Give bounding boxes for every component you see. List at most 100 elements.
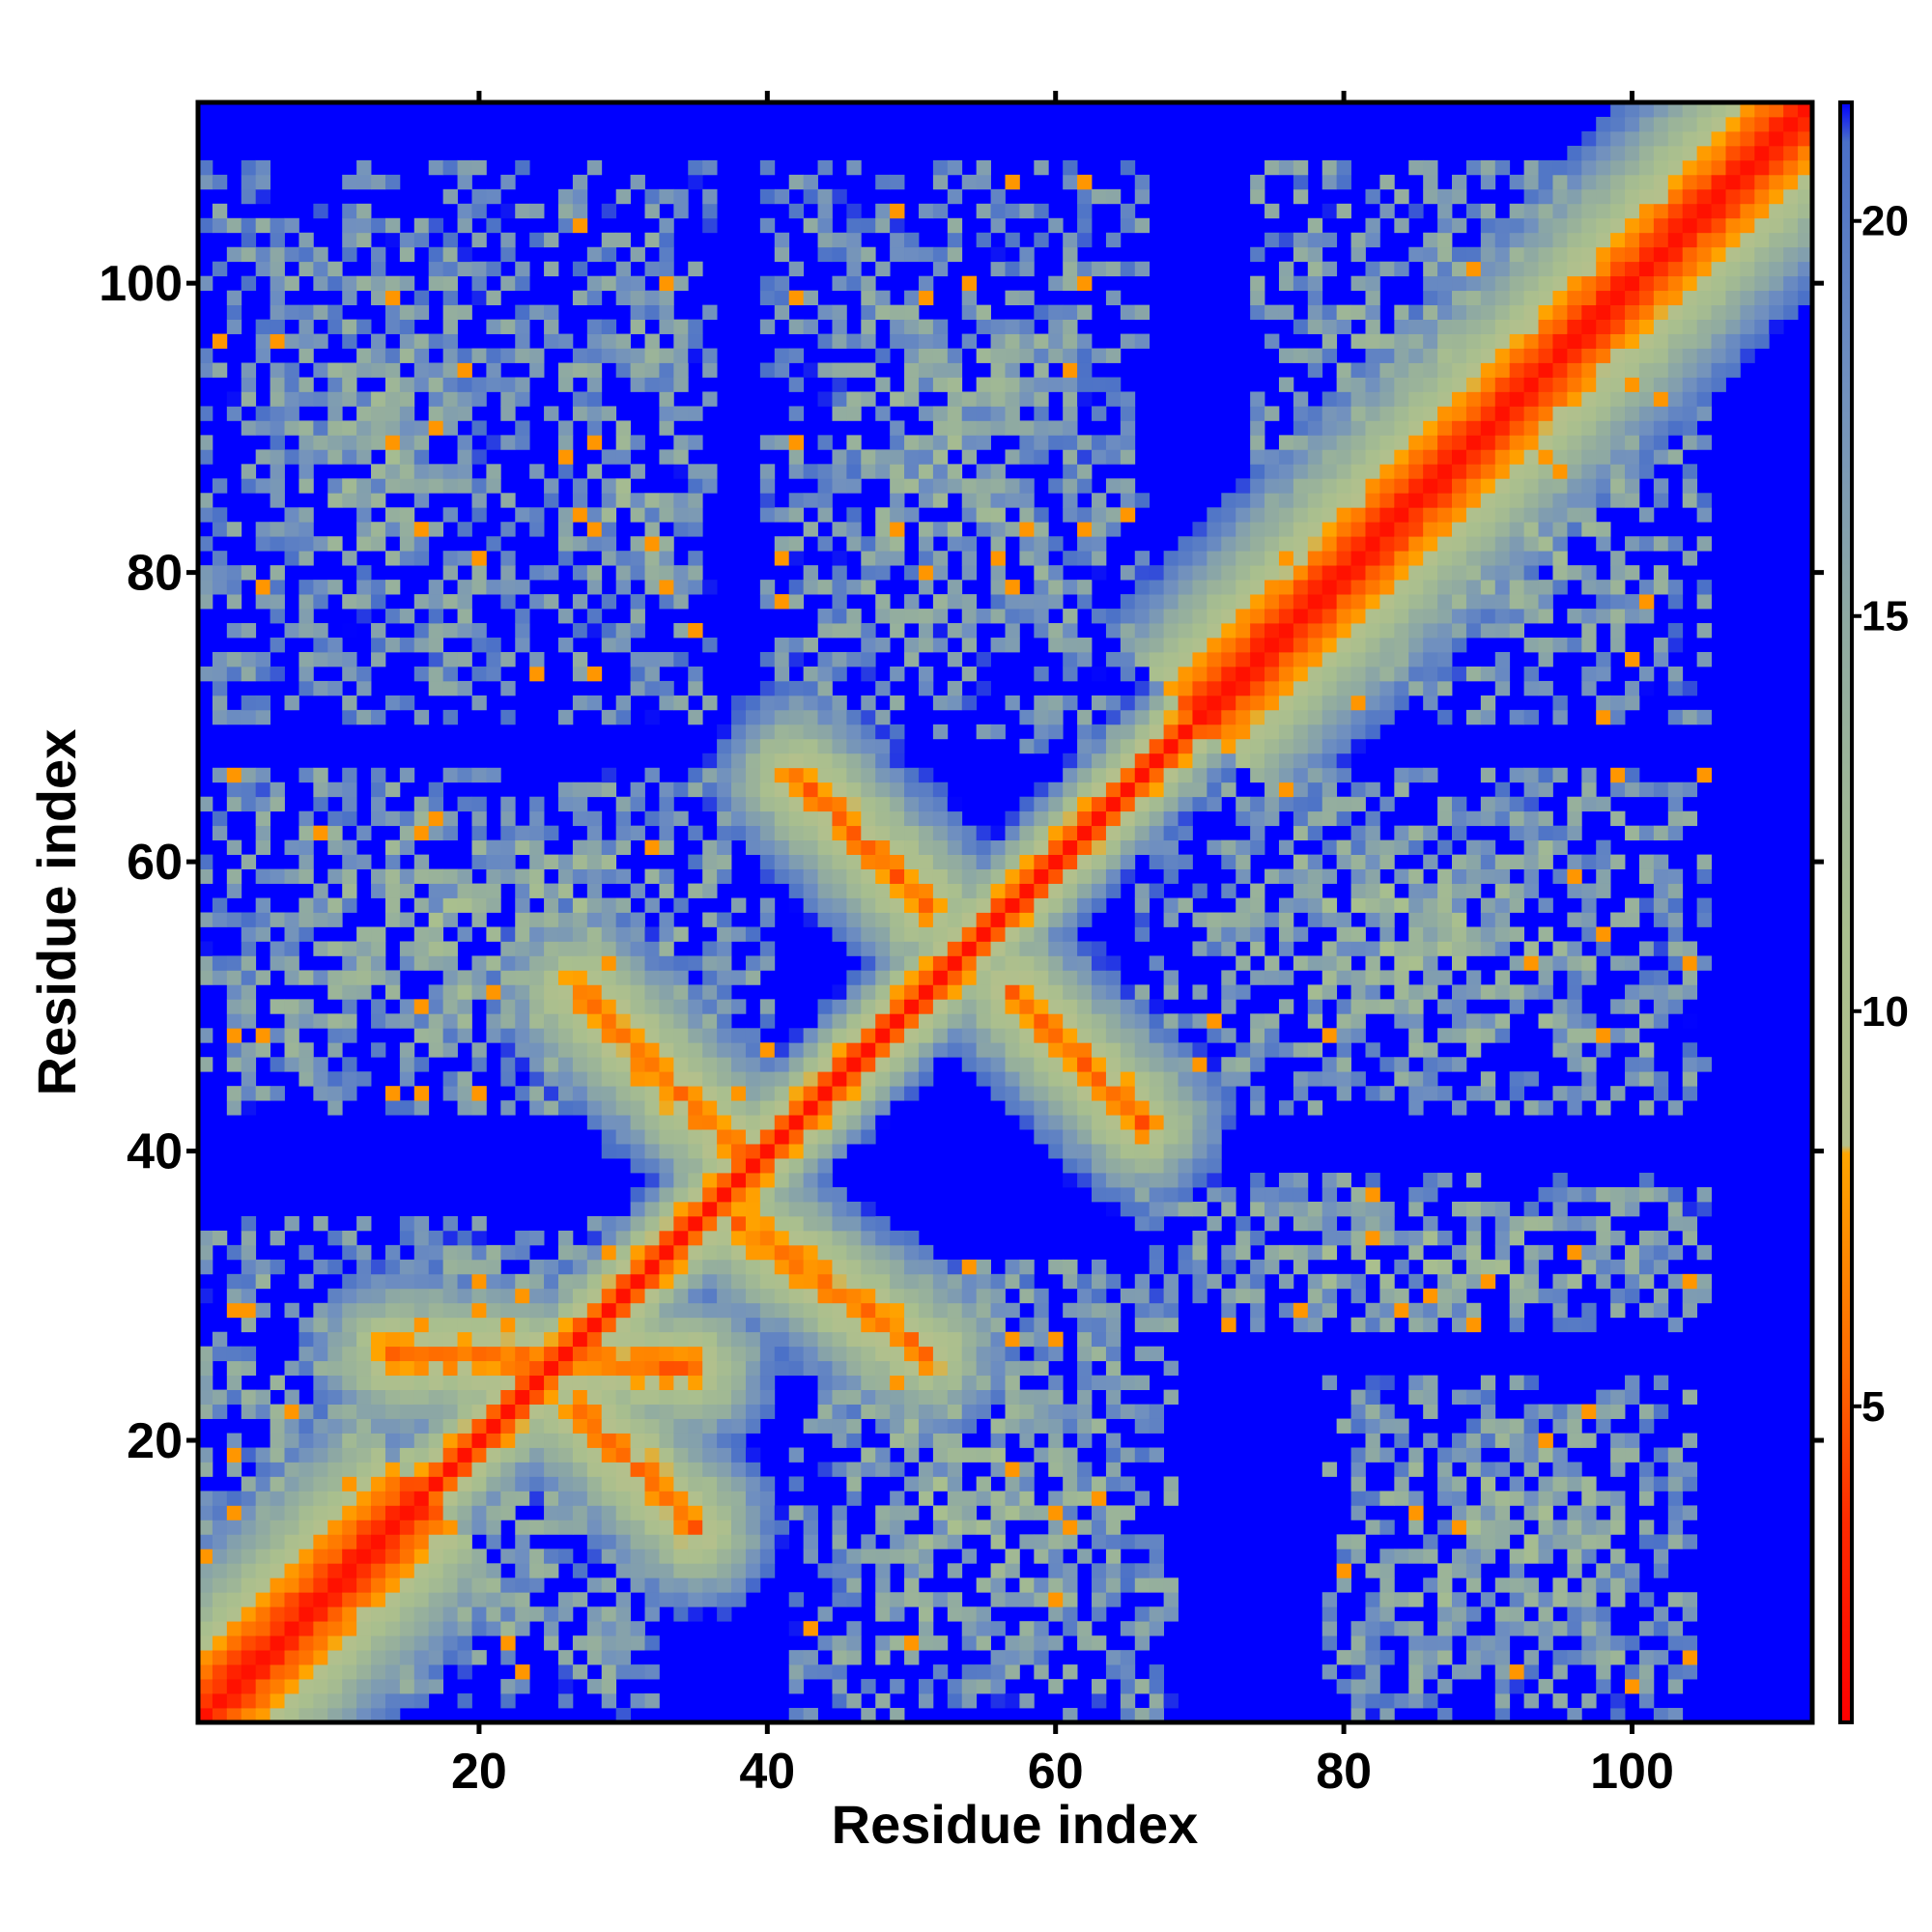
heatmap-cell xyxy=(298,507,314,523)
heatmap-cell xyxy=(875,174,891,190)
heatmap-cell xyxy=(557,1679,574,1694)
heatmap-cell xyxy=(241,1476,257,1492)
heatmap-cell xyxy=(731,999,747,1014)
heatmap-cell xyxy=(371,1563,386,1578)
heatmap-cell xyxy=(1149,955,1165,971)
heatmap-cell xyxy=(932,912,949,927)
heatmap-cell xyxy=(442,868,458,884)
heatmap-cell xyxy=(774,290,790,306)
heatmap-cell xyxy=(1005,1650,1020,1665)
heatmap-cell xyxy=(500,1693,516,1709)
heatmap-cell xyxy=(557,551,574,566)
heatmap-cell xyxy=(1063,1028,1078,1043)
heatmap-cell xyxy=(630,941,645,956)
heatmap-cell xyxy=(1092,984,1107,1000)
heatmap-cell xyxy=(399,333,415,349)
heatmap-cell xyxy=(803,1186,818,1203)
heatmap-cell xyxy=(413,464,430,479)
heatmap-cell xyxy=(918,868,934,884)
heatmap-cell xyxy=(717,1244,732,1261)
heatmap-cell xyxy=(774,1505,790,1520)
heatmap-cell xyxy=(342,767,357,783)
heatmap-cell xyxy=(313,883,328,898)
heatmap-cell xyxy=(442,290,458,306)
heatmap-cell xyxy=(759,1346,776,1362)
heatmap-cell xyxy=(918,609,934,624)
heatmap-cell xyxy=(861,1115,876,1130)
heatmap-cell xyxy=(890,536,905,552)
heatmap-cell xyxy=(270,304,285,320)
heatmap-cell xyxy=(1264,609,1280,624)
heatmap-cell xyxy=(1134,1404,1151,1419)
heatmap-cell xyxy=(875,377,891,392)
heatmap-cell xyxy=(1163,1592,1179,1607)
heatmap-cell xyxy=(774,275,790,292)
heatmap-cell xyxy=(586,420,603,436)
heatmap-cell xyxy=(1077,984,1093,1000)
heatmap-cell xyxy=(241,275,257,292)
heatmap-cell xyxy=(630,246,645,263)
heatmap-cell xyxy=(659,941,674,956)
heatmap-cell xyxy=(1149,1548,1165,1564)
heatmap-cell xyxy=(586,1389,603,1405)
heatmap-cell xyxy=(327,1028,343,1043)
heatmap-cell xyxy=(399,1057,415,1072)
heatmap-cell xyxy=(413,1476,430,1492)
heatmap-cell xyxy=(1307,854,1323,869)
heatmap-cell xyxy=(557,854,574,869)
heatmap-cell xyxy=(1163,1129,1179,1145)
heatmap-cell xyxy=(198,1592,213,1607)
heatmap-cell xyxy=(1278,623,1294,639)
heatmap-cell xyxy=(1019,1057,1035,1072)
heatmap-cell xyxy=(774,724,790,740)
heatmap-cell xyxy=(774,666,790,682)
heatmap-cell xyxy=(846,1273,862,1290)
heatmap-cell xyxy=(774,594,790,610)
heatmap-cell xyxy=(428,1635,444,1651)
heatmap-cell xyxy=(961,435,978,450)
heatmap-cell xyxy=(601,854,617,869)
heatmap-cell xyxy=(1264,912,1280,927)
heatmap-cell xyxy=(298,348,314,363)
heatmap-cell xyxy=(932,174,949,190)
heatmap-cell xyxy=(1149,680,1165,696)
heatmap-cell xyxy=(1207,912,1222,927)
heatmap-cell xyxy=(904,1259,920,1275)
heatmap-cell xyxy=(529,912,545,927)
heatmap-cell xyxy=(1250,810,1265,827)
heatmap-cell xyxy=(428,1013,444,1029)
heatmap-cell xyxy=(702,1317,718,1333)
heatmap-cell xyxy=(1092,188,1107,205)
heatmap-cell xyxy=(1019,1288,1035,1304)
heatmap-cell xyxy=(961,1621,978,1636)
heatmap-cell xyxy=(817,1606,833,1622)
heatmap-cell xyxy=(644,999,660,1014)
heatmap-cell xyxy=(1105,507,1122,523)
heatmap-cell xyxy=(515,1592,530,1607)
heatmap-cell xyxy=(1236,868,1251,884)
heatmap-cell xyxy=(861,1013,876,1029)
heatmap-cell xyxy=(413,638,430,653)
heatmap-cell xyxy=(356,159,372,176)
heatmap-cell xyxy=(1293,955,1309,971)
heatmap-cell xyxy=(1063,333,1078,349)
heatmap-cell xyxy=(601,319,617,334)
heatmap-cell xyxy=(226,1100,242,1116)
heatmap-cell xyxy=(1207,1215,1222,1232)
heatmap-cell xyxy=(1019,551,1035,566)
heatmap-cell xyxy=(384,377,401,392)
heatmap-cell xyxy=(659,781,674,798)
heatmap-cell xyxy=(557,1606,574,1622)
heatmap-cell xyxy=(471,1057,487,1072)
heatmap-cell xyxy=(486,638,501,653)
heatmap-cell xyxy=(413,1447,430,1463)
heatmap-cell xyxy=(1105,1650,1122,1665)
heatmap-cell xyxy=(1307,275,1323,292)
heatmap-cell xyxy=(615,1288,631,1304)
heatmap-cell xyxy=(803,1259,818,1275)
heatmap-cell xyxy=(529,348,545,363)
heatmap-cell xyxy=(1092,1186,1107,1203)
heatmap-cell xyxy=(774,1144,790,1159)
heatmap-cell xyxy=(644,680,660,696)
heatmap-cell xyxy=(1250,478,1265,494)
